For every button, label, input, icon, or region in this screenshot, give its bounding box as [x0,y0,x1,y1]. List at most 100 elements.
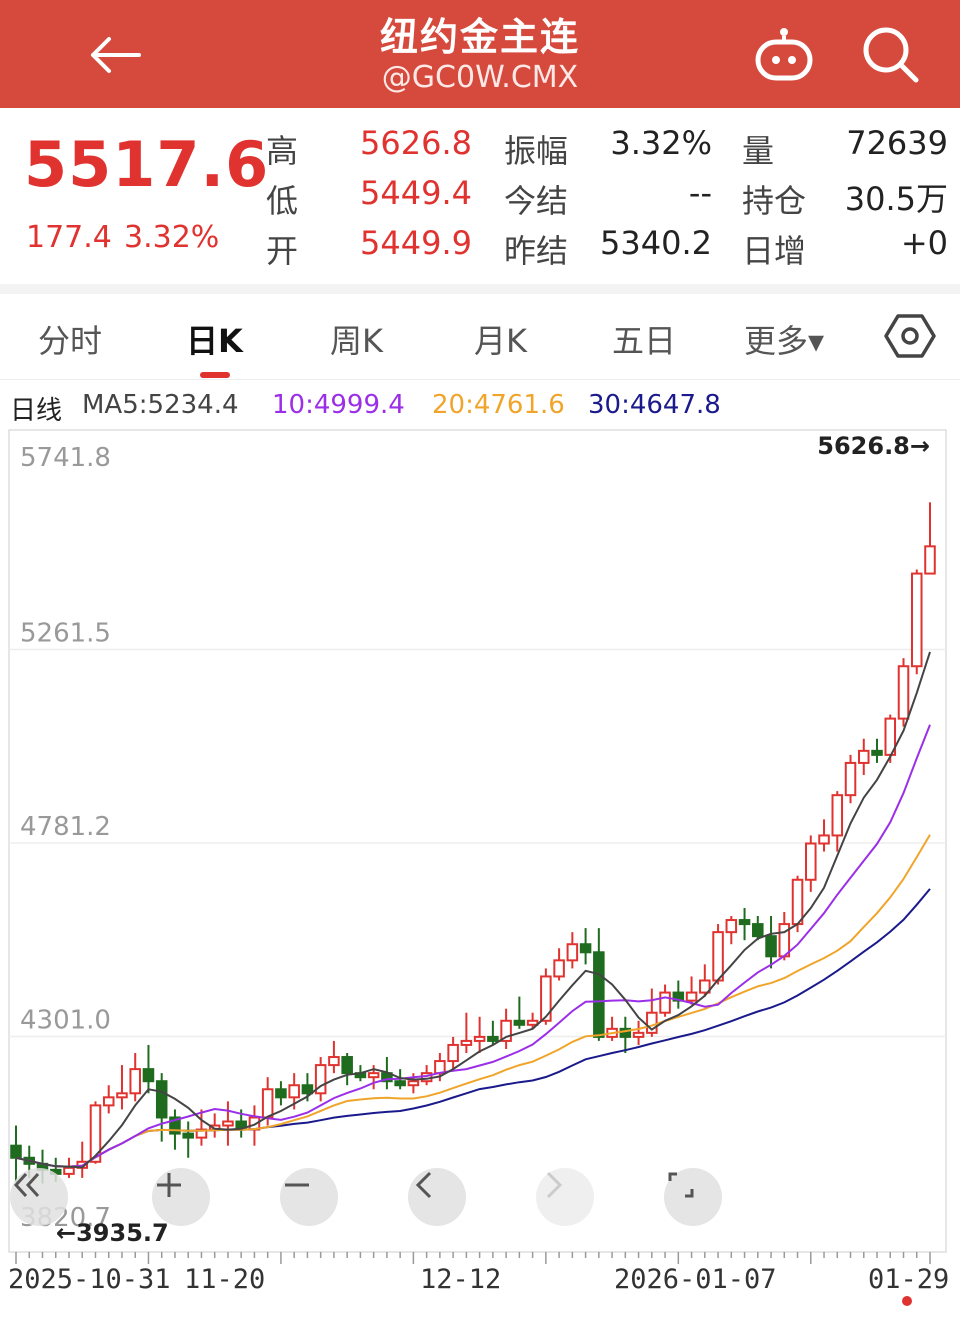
chevron-left-icon [415,1171,432,1199]
collapse-button[interactable] [10,1168,68,1226]
volume-label: 量 [742,132,775,170]
candle-body [169,1116,181,1135]
zoom-out-button[interactable] [280,1168,338,1226]
ma10-value: 10:4999.4 [272,390,405,420]
high-label: 高 [266,132,299,170]
app-header: 纽约金主连 @GC0W.CMX [0,0,960,108]
daily-increase-value: +0 [900,224,948,262]
open-value: 5449.9 [360,224,472,262]
candle-body [261,1088,274,1119]
minus-icon [285,1183,309,1187]
ma30-line [15,888,931,1168]
tab-monthly-k[interactable]: 月K [474,322,527,360]
candle-body [871,749,883,756]
candle-body [857,749,870,764]
ma-lines [15,651,931,1169]
prev-settle-label: 昨结 [504,232,569,270]
hexagon-settings-icon [884,314,936,358]
search-icon [863,27,919,83]
fullscreen-button[interactable] [664,1168,722,1226]
candle-body [699,979,711,994]
double-chevron-left-icon [13,1172,40,1198]
candle-body [460,1039,473,1046]
amplitude-label: 振幅 [504,132,569,170]
plus-icon [157,1173,181,1197]
candle-body [632,1031,645,1038]
candle-body [659,991,671,1014]
candle-body [897,665,910,720]
tab-more[interactable]: 更多▾ [744,322,825,360]
x-label-end: 01-29 [868,1264,950,1295]
plot-frame [8,429,947,1253]
scroll-left-button[interactable] [408,1168,466,1226]
y-tick-label: 4301.0 [20,1005,111,1035]
candle-body [155,1080,168,1119]
zoom-in-button[interactable] [152,1168,210,1226]
arrow-left-icon [91,37,141,73]
scroll-right-button[interactable] [536,1168,594,1226]
candle-body [910,572,923,668]
x-axis-ticks [15,1252,931,1264]
candle-body [725,919,738,934]
candle-body [831,794,844,837]
low-value: 5449.4 [360,174,472,212]
candle-body [752,923,764,938]
period-tabs: 分时 日K 周K 月K 五日 更多▾ [0,294,960,380]
tab-weekly-k[interactable]: 周K [330,322,383,360]
latest-dot [902,1296,912,1306]
open-interest-label: 持仓 [742,182,807,220]
candle-body [487,1035,499,1042]
candle-body [314,1064,327,1095]
candle-body [619,1027,632,1038]
ma10-line [15,724,931,1168]
candle-body [579,943,592,954]
y-tick-label: 5741.8 [20,443,111,473]
min-price-marker: ←3935.7 [56,1219,169,1247]
tab-daily-k[interactable]: 日K [186,322,243,360]
quote-panel: 5517.6 177.4 3.32% 高 5626.8 低 5449.4 开 5… [0,108,960,284]
last-price: 5517.6 [24,128,270,201]
candle-body [222,1120,234,1127]
candle-body [805,842,817,881]
x-label-start: 2025-10-31 [8,1264,171,1295]
candle-body [765,935,777,958]
x-label-2: 11-20 [184,1264,266,1295]
divider [0,284,960,294]
open-label: 开 [266,232,299,270]
prev-settle-value: 5340.2 [600,224,712,262]
symbol-code: @GC0W.CMX [381,60,579,95]
candle-body [712,931,724,982]
tab-five-day[interactable]: 五日 [612,322,677,360]
kline-chart[interactable]: 5741.8 5261.5 4781.2 4301.0 3820.7 5626.8→ ←3… [0,426,960,1320]
volume-value: 72639 [846,124,948,162]
low-label: 低 [266,182,299,220]
candle-body [129,1068,141,1095]
candle-body [341,1056,353,1075]
price-change: 177.4 [26,220,112,255]
open-interest-value: 30.5万 [844,180,948,218]
candle-body [685,991,698,1002]
high-value: 5626.8 [360,124,472,162]
candle-body [553,959,565,978]
daily-increase-label: 日增 [742,232,807,270]
x-label-4: 2026-01-07 [614,1264,777,1295]
search-button[interactable] [858,22,922,86]
back-button[interactable] [80,20,150,90]
tab-intraday[interactable]: 分时 [38,322,103,360]
robot-button[interactable] [752,24,816,84]
candle-body [844,761,857,797]
robot-icon [755,28,813,81]
candle-body [142,1068,155,1083]
candle-body [513,1019,526,1026]
chart-settings-button[interactable] [884,310,936,362]
candle-body [367,1072,380,1079]
candle-body [924,545,936,575]
candle-body [473,1035,486,1042]
candle-body [646,1011,658,1034]
candle-body [593,951,605,1038]
candle-body [116,1092,128,1099]
candle-body [10,1144,22,1159]
y-tick-label: 5261.5 [20,619,111,649]
candle-body [63,1166,75,1175]
